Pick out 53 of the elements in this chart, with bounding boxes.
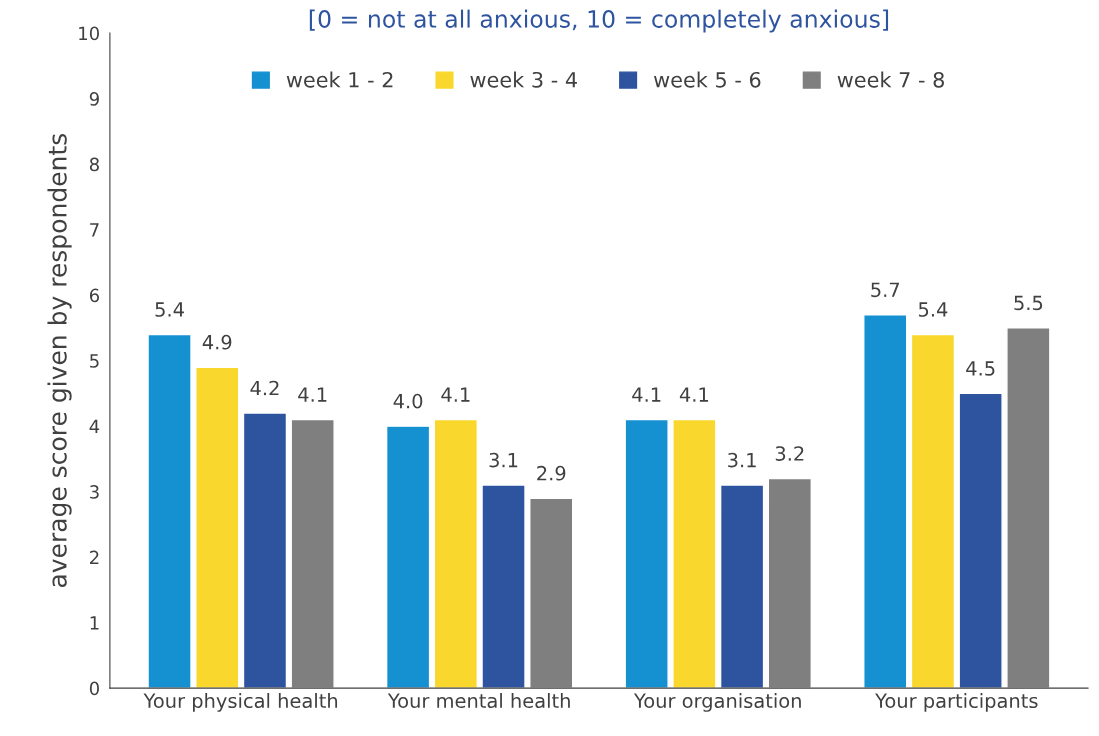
bar xyxy=(863,314,908,689)
y-tick-label: 0 xyxy=(89,681,99,696)
bar xyxy=(624,418,669,689)
y-tick-label: 4 xyxy=(89,419,100,433)
bar xyxy=(958,392,1003,689)
data-label: 5.7 xyxy=(871,282,900,298)
y-tick-label: 5 xyxy=(90,354,99,368)
bar xyxy=(385,425,431,689)
data-label: 2.9 xyxy=(537,465,566,481)
x-tick-label: Your mental health xyxy=(387,693,570,709)
y-axis-title: average score given by respondents xyxy=(47,133,72,588)
data-label: 4.2 xyxy=(250,380,279,396)
y-tick-label: 7 xyxy=(90,223,99,237)
chart-title: [0 = not at all anxious, 10 = completely anxious] xyxy=(309,9,889,33)
data-label: 4.1 xyxy=(298,387,327,402)
legend-label: week 7 - 8 xyxy=(837,71,944,88)
bar xyxy=(910,333,956,689)
data-label: 3.1 xyxy=(728,452,756,468)
y-tick-label: 9 xyxy=(89,92,99,106)
y-tick-label: 8 xyxy=(89,157,99,172)
bar xyxy=(1006,327,1051,689)
data-label: 5.4 xyxy=(155,302,184,317)
bar xyxy=(529,497,574,689)
x-tick-label: Your organisation xyxy=(633,693,801,712)
bar xyxy=(433,418,478,689)
legend-label: week 1 - 2 xyxy=(286,71,393,88)
legend-label: week 3 - 4 xyxy=(470,71,577,88)
data-label: 4.5 xyxy=(966,361,995,376)
data-label: 4.1 xyxy=(632,387,661,402)
x-tick-label: Your physical health xyxy=(143,693,338,712)
bar xyxy=(290,418,335,689)
legend-label: week 5 - 6 xyxy=(654,71,761,88)
bar xyxy=(719,484,765,689)
bar xyxy=(147,333,192,689)
data-label: 4.1 xyxy=(679,387,709,402)
y-tick-label: 3 xyxy=(90,485,99,499)
data-label: 5.5 xyxy=(1014,295,1043,311)
data-label: 4.1 xyxy=(441,387,470,402)
bar xyxy=(195,366,240,689)
y-tick-label: 1 xyxy=(90,616,99,630)
bar xyxy=(481,484,526,689)
x-tick-label: Your participants xyxy=(875,693,1038,712)
y-tick-label: 6 xyxy=(89,288,100,303)
data-label: 4.0 xyxy=(393,393,423,409)
data-label: 4.9 xyxy=(202,334,232,350)
data-label: 5.4 xyxy=(918,302,948,317)
data-label: 3.2 xyxy=(775,446,804,461)
y-tick-label: 10 xyxy=(79,26,99,41)
bar xyxy=(242,412,288,689)
bar xyxy=(672,418,717,689)
y-tick-label: 2 xyxy=(90,550,99,565)
bar xyxy=(767,477,812,689)
data-label: 3.1 xyxy=(489,452,518,468)
